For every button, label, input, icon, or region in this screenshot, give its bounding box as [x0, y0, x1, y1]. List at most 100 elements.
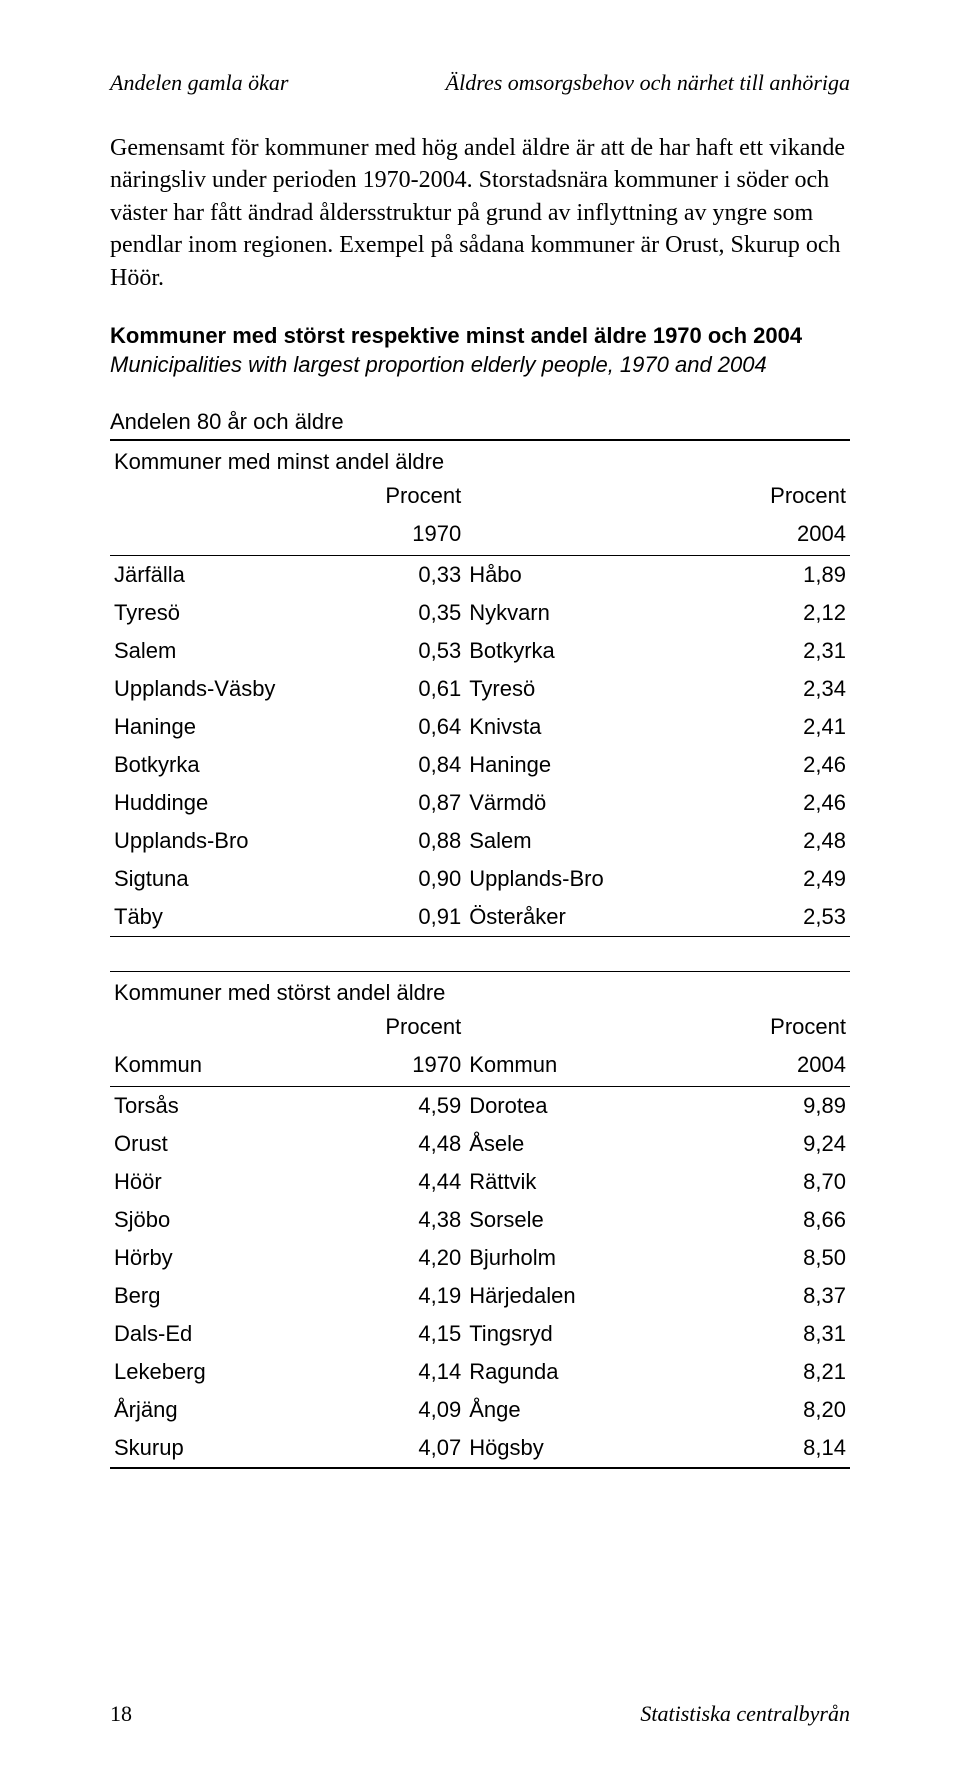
- cell: 8,20: [717, 1391, 850, 1429]
- th: [110, 477, 347, 515]
- cell: 0,61: [347, 670, 465, 708]
- cell: 8,66: [717, 1201, 850, 1239]
- table-row: Upplands-Väsby0,61Tyresö2,34: [110, 670, 850, 708]
- table-row: Skurup4,07Högsby8,14: [110, 1429, 850, 1467]
- cell: 0,35: [347, 594, 465, 632]
- cell: Upplands-Bro: [110, 822, 347, 860]
- table-row: Orust4,48Åsele9,24: [110, 1125, 850, 1163]
- table-row: Lekeberg4,14Ragunda8,21: [110, 1353, 850, 1391]
- cell: 4,07: [347, 1429, 465, 1467]
- table-row: Sigtuna0,90Upplands-Bro2,49: [110, 860, 850, 898]
- cell: Höör: [110, 1163, 347, 1201]
- cell: Rättvik: [465, 1163, 717, 1201]
- cell: Håbo: [465, 556, 717, 594]
- cell: 4,19: [347, 1277, 465, 1315]
- cell: 8,31: [717, 1315, 850, 1353]
- table-row: Årjäng4,09Ånge8,20: [110, 1391, 850, 1429]
- cell: Årjäng: [110, 1391, 347, 1429]
- cell: 2,46: [717, 746, 850, 784]
- cell: Nykvarn: [465, 594, 717, 632]
- cell: Täby: [110, 898, 347, 936]
- cell: Botkyrka: [465, 632, 717, 670]
- page-number: 18: [110, 1701, 132, 1727]
- cell: Orust: [110, 1125, 347, 1163]
- table-row: Huddinge0,87Värmdö2,46: [110, 784, 850, 822]
- cell: 2,48: [717, 822, 850, 860]
- th: Procent: [717, 1008, 850, 1046]
- cell: 4,15: [347, 1315, 465, 1353]
- cell: Bjurholm: [465, 1239, 717, 1277]
- th: 1970: [347, 1046, 465, 1086]
- cell: 2,46: [717, 784, 850, 822]
- th: [465, 477, 717, 515]
- cell: 8,70: [717, 1163, 850, 1201]
- section-label: Andelen 80 år och äldre: [110, 409, 850, 435]
- cell: 0,90: [347, 860, 465, 898]
- th: Procent: [347, 477, 465, 515]
- cell: 4,14: [347, 1353, 465, 1391]
- cell: 0,88: [347, 822, 465, 860]
- body-paragraph: Gemensamt för kommuner med hög andel äld…: [110, 132, 850, 294]
- table-head-row1: Procent Procent: [110, 1008, 850, 1046]
- table-row: Torsås4,59Dorotea9,89: [110, 1087, 850, 1125]
- cell: Upplands-Väsby: [110, 670, 347, 708]
- cell: Värmdö: [465, 784, 717, 822]
- cell: Haninge: [465, 746, 717, 784]
- cell: Haninge: [110, 708, 347, 746]
- cell: Sigtuna: [110, 860, 347, 898]
- cell: Högsby: [465, 1429, 717, 1467]
- th: 2004: [717, 1046, 850, 1086]
- th: Kommun: [110, 1046, 347, 1086]
- table-head-row1: Procent Procent: [110, 477, 850, 515]
- cell: 0,64: [347, 708, 465, 746]
- cell: Härjedalen: [465, 1277, 717, 1315]
- th: [110, 1008, 347, 1046]
- th: 1970: [347, 515, 465, 555]
- table-row: Hörby4,20Bjurholm8,50: [110, 1239, 850, 1277]
- cell: Skurup: [110, 1429, 347, 1467]
- table-row: Berg4,19Härjedalen8,37: [110, 1277, 850, 1315]
- cell: Botkyrka: [110, 746, 347, 784]
- cell: Hörby: [110, 1239, 347, 1277]
- spacer: [110, 937, 850, 971]
- cell: Upplands-Bro: [465, 860, 717, 898]
- cell: 8,14: [717, 1429, 850, 1467]
- table-row: Sjöbo4,38Sorsele8,66: [110, 1201, 850, 1239]
- cell: 0,87: [347, 784, 465, 822]
- rule: [110, 1467, 850, 1469]
- table-minst-caption: Kommuner med minst andel äldre: [110, 441, 850, 477]
- table-title-bold: Kommuner med störst respektive minst and…: [110, 322, 850, 351]
- cell: Sjöbo: [110, 1201, 347, 1239]
- cell: 4,09: [347, 1391, 465, 1429]
- table-row: Salem0,53Botkyrka2,31: [110, 632, 850, 670]
- cell: 0,91: [347, 898, 465, 936]
- table-row: Botkyrka0,84Haninge2,46: [110, 746, 850, 784]
- table-row: Höör4,44Rättvik8,70: [110, 1163, 850, 1201]
- cell: Ragunda: [465, 1353, 717, 1391]
- table-row: Täby0,91Österåker2,53: [110, 898, 850, 936]
- th: [465, 515, 717, 555]
- page: Andelen gamla ökar Äldres omsorgsbehov o…: [0, 0, 960, 1773]
- cell: 8,37: [717, 1277, 850, 1315]
- cell: Berg: [110, 1277, 347, 1315]
- table-caption-row: Kommuner med minst andel äldre: [110, 441, 850, 477]
- cell: Salem: [465, 822, 717, 860]
- table-row: Upplands-Bro0,88Salem2,48: [110, 822, 850, 860]
- cell: Tyresö: [110, 594, 347, 632]
- cell: Åsele: [465, 1125, 717, 1163]
- cell: 1,89: [717, 556, 850, 594]
- table-caption-row: Kommuner med störst andel äldre: [110, 972, 850, 1008]
- cell: 4,44: [347, 1163, 465, 1201]
- table-row: Haninge0,64Knivsta2,41: [110, 708, 850, 746]
- cell: Ånge: [465, 1391, 717, 1429]
- th: Procent: [347, 1008, 465, 1046]
- cell: 4,38: [347, 1201, 465, 1239]
- cell: Huddinge: [110, 784, 347, 822]
- cell: 2,53: [717, 898, 850, 936]
- cell: Knivsta: [465, 708, 717, 746]
- cell: 0,84: [347, 746, 465, 784]
- cell: Järfälla: [110, 556, 347, 594]
- cell: 4,48: [347, 1125, 465, 1163]
- cell: 0,33: [347, 556, 465, 594]
- table-minst: Kommuner med minst andel äldre Procent P…: [110, 441, 850, 937]
